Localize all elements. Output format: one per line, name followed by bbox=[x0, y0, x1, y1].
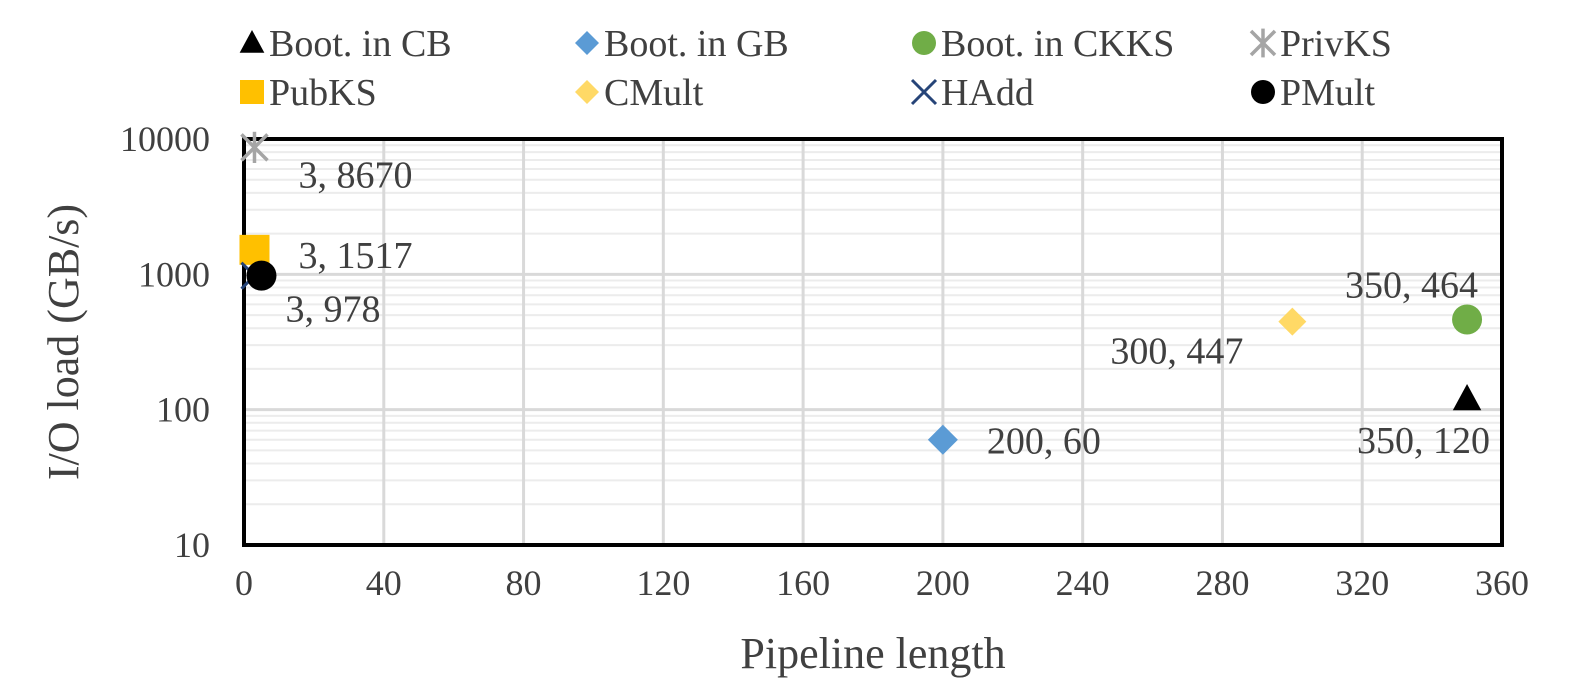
data-label: 350, 464 bbox=[1345, 264, 1478, 306]
legend-item: CMult bbox=[575, 72, 704, 114]
legend-item: PrivKS bbox=[1249, 23, 1392, 65]
x-axis-tick-labels: 0 40 80 120 160 200 240 280 320 360 bbox=[235, 563, 1529, 603]
x-tick-label: 160 bbox=[776, 563, 830, 603]
legend-label: PrivKS bbox=[1280, 23, 1392, 65]
data-label: 3, 8670 bbox=[298, 154, 412, 196]
x-tick-label: 360 bbox=[1475, 563, 1529, 603]
data-point-pubks bbox=[239, 234, 270, 265]
x-tick-label: 0 bbox=[235, 563, 253, 603]
data-point-cmult bbox=[1278, 307, 1307, 336]
y-tick-label: 10000 bbox=[120, 119, 210, 159]
data-points bbox=[239, 131, 1483, 455]
data-label: 300, 447 bbox=[1110, 331, 1243, 373]
major-gridlines bbox=[242, 137, 1504, 547]
y-tick-label: 100 bbox=[156, 390, 210, 430]
data-point-boot-in-ckks bbox=[1452, 304, 1483, 335]
legend: Boot. in CB Boot. in GB Boot. in CKKS PrivK… bbox=[239, 23, 1392, 114]
data-point-privks bbox=[240, 131, 269, 163]
legend-marker bbox=[575, 80, 599, 104]
legend-marker bbox=[910, 78, 938, 106]
legend-label: PMult bbox=[1280, 72, 1375, 114]
data-label: 200, 60 bbox=[987, 421, 1101, 463]
x-tick-label: 40 bbox=[366, 563, 402, 603]
x-tick-label: 320 bbox=[1335, 563, 1389, 603]
data-point-pmult bbox=[246, 260, 277, 291]
legend-item: PMult bbox=[1251, 72, 1375, 114]
data-labels: 350, 120 200, 60 350, 464 3, 8670 3, 1517 300… bbox=[285, 154, 1490, 462]
x-tick-label: 240 bbox=[1056, 563, 1110, 603]
x-tick-label: 200 bbox=[916, 563, 970, 603]
x-axis-title: Pipeline length bbox=[740, 629, 1005, 678]
y-tick-label: 10 bbox=[174, 525, 210, 565]
legend-label: CMult bbox=[604, 72, 704, 114]
legend-marker bbox=[239, 30, 265, 53]
data-label: 350, 120 bbox=[1357, 420, 1490, 462]
legend-marker bbox=[575, 31, 599, 55]
y-axis-title: I/O load (GB/s) bbox=[39, 204, 88, 480]
data-label: 3, 1517 bbox=[298, 235, 412, 277]
legend-marker bbox=[912, 31, 936, 55]
legend-item: Boot. in CB bbox=[239, 23, 452, 65]
legend-item: Boot. in CKKS bbox=[912, 23, 1174, 65]
legend-marker bbox=[240, 80, 264, 104]
legend-label: HAdd bbox=[941, 72, 1034, 114]
data-point-boot-in-gb bbox=[927, 424, 958, 455]
data-point-boot-in-cb bbox=[1452, 383, 1482, 411]
marker-stroke bbox=[910, 78, 938, 106]
legend-item: PubKS bbox=[240, 72, 377, 114]
legend-marker bbox=[1249, 28, 1277, 58]
minor-gridlines bbox=[244, 144, 1502, 506]
data-label: 3, 978 bbox=[285, 289, 380, 331]
legend-label: Boot. in CB bbox=[269, 23, 452, 65]
x-tick-label: 120 bbox=[636, 563, 690, 603]
legend-item: Boot. in GB bbox=[575, 23, 789, 65]
legend-item: HAdd bbox=[910, 72, 1034, 114]
legend-label: Boot. in GB bbox=[604, 23, 789, 65]
plot-area-border bbox=[242, 137, 1504, 547]
legend-marker bbox=[1251, 80, 1275, 104]
x-tick-label: 280 bbox=[1195, 563, 1249, 603]
x-tick-label: 80 bbox=[506, 563, 542, 603]
legend-label: PubKS bbox=[269, 72, 377, 114]
legend-label: Boot. in CKKS bbox=[941, 23, 1174, 65]
y-axis-tick-labels: 10 100 1000 10000 bbox=[120, 119, 210, 565]
y-tick-label: 1000 bbox=[138, 254, 210, 294]
